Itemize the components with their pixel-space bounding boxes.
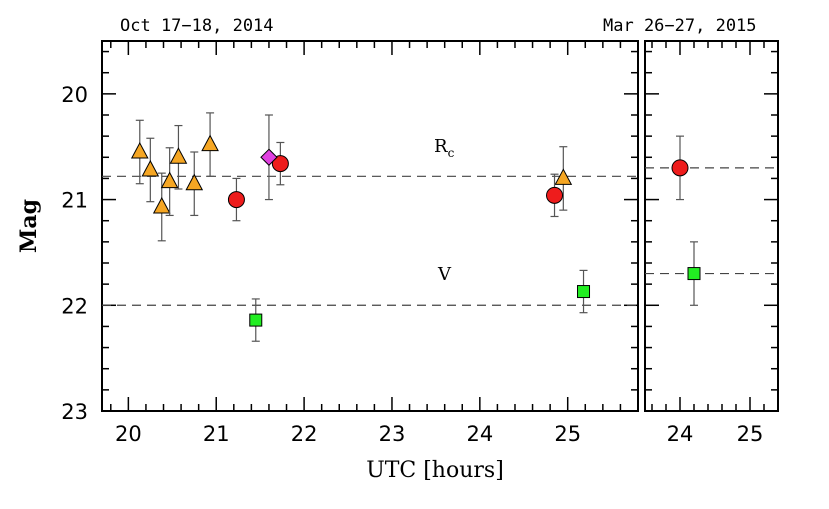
circle-point xyxy=(271,155,289,173)
circle-point xyxy=(227,191,245,209)
triangle-point xyxy=(554,168,573,185)
triangle-point xyxy=(141,159,160,177)
left-panel-frame xyxy=(101,40,639,412)
data-points xyxy=(130,112,701,342)
left-date-label: Oct 17−18, 2014 xyxy=(120,16,274,36)
x-tick-label: 24 xyxy=(667,422,694,446)
square-point xyxy=(249,313,263,327)
x-tick-label: 22 xyxy=(291,422,318,446)
diamond-point xyxy=(260,148,278,166)
square-point xyxy=(577,285,591,299)
right-panel-frame xyxy=(644,40,779,412)
y-tick-label: 23 xyxy=(61,400,88,424)
triangle-point xyxy=(169,147,188,164)
circle-point xyxy=(671,159,689,177)
right-date-label: Mar 26−27, 2015 xyxy=(603,16,757,36)
triangle-point xyxy=(160,171,179,189)
circle-point xyxy=(546,186,564,204)
square-point xyxy=(687,267,701,281)
x-tick-label: 20 xyxy=(115,422,142,446)
axis-ticks: 20 21 22 23 24 25 20 21 22 23 24 25 xyxy=(61,41,779,446)
reference-lines xyxy=(102,167,778,306)
y-axis-title: Mag xyxy=(16,199,42,253)
x-tick-label: 21 xyxy=(203,422,230,446)
v-band-annotation: V xyxy=(437,264,452,285)
triangle-point xyxy=(130,141,149,159)
y-tick-label: 21 xyxy=(61,189,88,213)
triangle-point xyxy=(201,134,219,152)
y-tick-label: 22 xyxy=(61,294,88,318)
rc-band-annotation: Rc xyxy=(434,136,455,160)
rc-band-letter: R xyxy=(434,136,448,157)
y-tick-label: 20 xyxy=(61,83,88,107)
x-axis-title: UTC [hours] xyxy=(366,458,504,483)
x-tick-label: 24 xyxy=(466,422,493,446)
triangle-point xyxy=(185,173,204,191)
x-tick-label: 23 xyxy=(379,422,406,446)
rc-band-subscript: c xyxy=(448,146,455,160)
triangle-point xyxy=(152,196,171,214)
x-tick-label: 25 xyxy=(737,422,764,446)
x-tick-label: 25 xyxy=(554,422,581,446)
